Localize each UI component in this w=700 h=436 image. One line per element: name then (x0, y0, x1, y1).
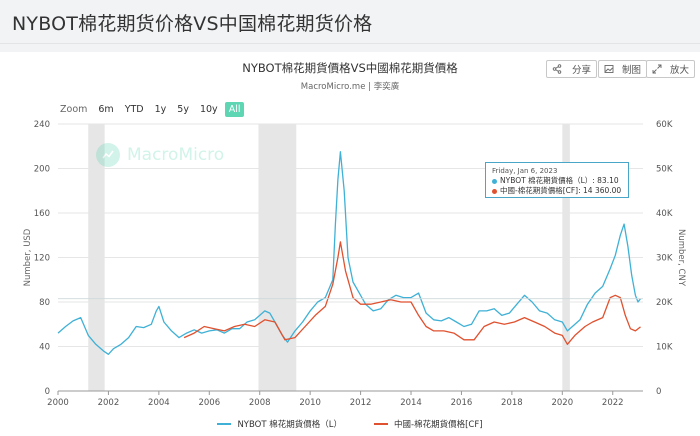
expand-button-label: 放大 (670, 65, 690, 76)
tooltip-china-value: 中國-棉花期貨價格[CF]: 14 360.00 (500, 186, 622, 195)
chart-subtitle: MacroMicro.me | 李奕廣 (300, 82, 400, 92)
legend-label-china: 中國-棉花期貨價格[CF] (394, 420, 483, 430)
tooltip-nybot-dot (492, 178, 497, 184)
y-left-tick-label: 0 (45, 387, 50, 397)
x-tick-label: 2016 (451, 398, 473, 408)
expand-icon (652, 64, 662, 74)
watermark-text: MacroMicro (127, 145, 225, 165)
x-tick-label: 2014 (400, 398, 422, 408)
share-button-label: 分享 (572, 65, 592, 76)
x-tick-label: 2020 (551, 398, 573, 408)
chart-card (0, 52, 700, 436)
zoom-label: Zoom (60, 104, 88, 115)
share-button[interactable]: 分享 (546, 60, 598, 78)
tooltip-china-dot (492, 188, 497, 194)
y-left-tick-label: 40 (39, 343, 50, 353)
zoom-bar: Zoom 6m YTD 1y 5y 10y All (60, 102, 247, 117)
y-right-tick-label: 40K (656, 209, 673, 219)
tooltip-date: Friday, Jan 6, 2023 (492, 167, 558, 175)
zoom-5y-button[interactable]: 5y (177, 104, 189, 115)
legend-swatch-china (374, 423, 389, 425)
image-icon (604, 65, 614, 73)
y-left-tick-label: 160 (34, 209, 50, 219)
y-right-tick-label: 10K (656, 343, 673, 353)
page-header: NYBOT棉花期货价格VS中国棉花期货价格 (0, 0, 700, 44)
tooltip-nybot-value: NYBOT 棉花期貨價格（L）: 83.10 (500, 176, 619, 185)
image-button-label: 制图 (622, 65, 642, 76)
share-icon (552, 64, 562, 74)
x-tick-label: 2010 (299, 398, 321, 408)
y-right-tick-label: 60K (656, 120, 673, 130)
y-right-tick-label: 20K (656, 298, 673, 308)
y-right-axis-title: Number, CNY (676, 229, 686, 287)
legend-item-nybot[interactable]: NYBOT 棉花期貨價格（L） (217, 418, 342, 430)
zoom-all-button[interactable]: All (224, 102, 245, 117)
x-tick-label: 2000 (47, 398, 69, 408)
zoom-1y-button[interactable]: 1y (154, 104, 167, 115)
y-left-tick-label: 80 (39, 298, 50, 308)
chart-tooltip: Friday, Jan 6, 2023 NYBOT 棉花期貨價格（L）: 83.… (485, 162, 629, 198)
series-line-nybot (57, 151, 642, 355)
x-tick-label: 2006 (198, 398, 220, 408)
zoom-10y-button[interactable]: 10y (199, 104, 218, 115)
macromicro-logo-icon (96, 143, 120, 167)
y-right-tick-label: 50K (656, 165, 673, 175)
y-left-tick-label: 120 (34, 254, 50, 264)
chart-title: NYBOT棉花期貨價格VS中國棉花期貨價格 (242, 61, 458, 75)
zoom-ytd-button[interactable]: YTD (124, 104, 144, 115)
series-line-china (183, 241, 641, 345)
legend-swatch-nybot (217, 423, 232, 425)
y-left-tick-label: 240 (34, 120, 50, 130)
x-tick-label: 2008 (249, 398, 271, 408)
zoom-6m-button[interactable]: 6m (98, 104, 114, 115)
chart-legend: NYBOT 棉花期貨價格（L） 中國-棉花期貨價格[CF] (0, 418, 700, 430)
legend-label-nybot: NYBOT 棉花期貨價格（L） (237, 420, 343, 430)
page-title: NYBOT棉花期货价格VS中国棉花期货价格 (12, 13, 373, 35)
y-left-tick-label: 200 (34, 165, 50, 175)
y-right-tick-label: 30K (656, 254, 673, 264)
expand-button[interactable]: 放大 (646, 60, 696, 78)
watermark: MacroMicro (96, 143, 224, 167)
x-tick-label: 2022 (602, 398, 624, 408)
legend-item-china[interactable]: 中國-棉花期貨價格[CF] (374, 418, 483, 430)
x-tick-label: 2018 (501, 398, 523, 408)
y-right-tick-label: 0 (656, 387, 661, 397)
y-left-axis-title: Number, USD (23, 228, 33, 286)
image-button[interactable]: 制图 (598, 60, 648, 78)
x-tick-label: 2002 (98, 398, 120, 408)
x-tick-label: 2012 (350, 398, 372, 408)
x-tick-label: 2004 (148, 398, 170, 408)
